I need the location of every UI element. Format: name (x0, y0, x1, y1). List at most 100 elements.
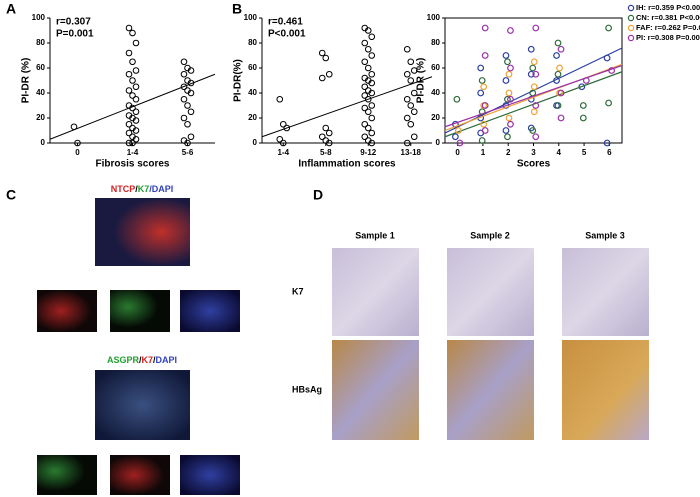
point (507, 120, 514, 128)
point (180, 70, 188, 78)
point (322, 54, 330, 62)
point (603, 139, 611, 147)
x-tick-label: 0 (455, 148, 460, 157)
y-tick-label: 100 (244, 13, 258, 22)
point (507, 27, 514, 34)
point (605, 99, 613, 107)
point (454, 127, 462, 134)
point (554, 70, 562, 78)
annotation: P<0.001 (268, 29, 306, 40)
point (456, 139, 464, 147)
point (502, 77, 510, 84)
point (529, 127, 537, 134)
point (507, 64, 514, 72)
legend-marker (627, 24, 635, 32)
point (132, 108, 140, 116)
micrograph (110, 290, 170, 332)
micrograph (180, 455, 240, 495)
point (368, 139, 376, 147)
point (279, 139, 287, 147)
x-tick-label: 4 (557, 148, 562, 157)
point (364, 27, 372, 34)
x-tick-label: 1-4 (277, 148, 289, 157)
point (527, 70, 535, 78)
y-axis-label: PI-DR(%) (233, 59, 244, 102)
point (132, 135, 140, 143)
point (368, 79, 376, 87)
point (407, 58, 415, 66)
point (478, 108, 486, 116)
plot-frame (444, 17, 623, 144)
micrograph (562, 248, 649, 336)
y-tick-label: 20 (248, 113, 257, 122)
point (125, 49, 133, 57)
x-tick-label: 2 (506, 148, 511, 157)
point (364, 45, 372, 53)
legend-label: CN: r=0.381 P<0.001 (636, 13, 700, 22)
point (403, 139, 411, 147)
x-tick-label: 0 (75, 148, 80, 157)
point (557, 45, 565, 53)
point (410, 67, 418, 74)
point (556, 64, 563, 72)
micrograph (110, 455, 170, 495)
annotation: r=0.461 (268, 17, 303, 28)
point (279, 120, 287, 128)
y-tick-label: 40 (248, 88, 257, 97)
point (364, 108, 372, 116)
x-tick-label: 1-4 (127, 148, 139, 157)
y-tick-label: 60 (431, 63, 440, 72)
point (129, 29, 136, 37)
point (451, 133, 459, 141)
point (410, 108, 418, 116)
trend-line (261, 76, 433, 138)
point (504, 133, 511, 141)
point (184, 102, 191, 109)
point (184, 120, 191, 128)
point (364, 95, 372, 103)
point (481, 24, 489, 32)
point (180, 114, 188, 122)
point (132, 127, 140, 134)
row-label: K7 (292, 286, 304, 296)
point (125, 120, 133, 128)
y-tick-label: 20 (36, 113, 45, 122)
y-axis-label: PI-DR (%) (21, 58, 32, 104)
point (368, 52, 376, 59)
point (318, 49, 326, 57)
point (364, 64, 372, 72)
x-axis-label: Inflammation scores (298, 159, 396, 170)
point (325, 70, 333, 78)
point (505, 70, 513, 78)
point (480, 83, 488, 91)
point (322, 124, 330, 132)
point (532, 24, 540, 32)
micrograph (95, 370, 190, 440)
point (410, 133, 418, 141)
point (361, 120, 369, 128)
stain-title: NTCP/K7/DAPI (111, 184, 174, 194)
point (530, 108, 538, 116)
trend-line (444, 64, 623, 128)
x-tick-label: 5-8 (320, 148, 332, 157)
point (557, 114, 565, 122)
legend-label: PI: r=0.308 P=0.001 (636, 33, 700, 42)
point (554, 102, 562, 109)
point (557, 89, 565, 97)
panel-label: C (6, 187, 16, 203)
point (532, 102, 540, 109)
annotation: r=0.307 (56, 17, 91, 28)
y-axis-label: PI-DR (%) (416, 58, 427, 104)
point (578, 83, 586, 91)
micrograph (447, 340, 534, 440)
column-label: Sample 2 (470, 230, 510, 240)
point (504, 58, 511, 66)
legend-marker (627, 14, 635, 22)
y-tick-label: 80 (431, 38, 440, 47)
point (579, 102, 587, 109)
point (477, 89, 485, 97)
point (532, 70, 540, 78)
point (180, 83, 188, 91)
micrograph (332, 248, 419, 336)
